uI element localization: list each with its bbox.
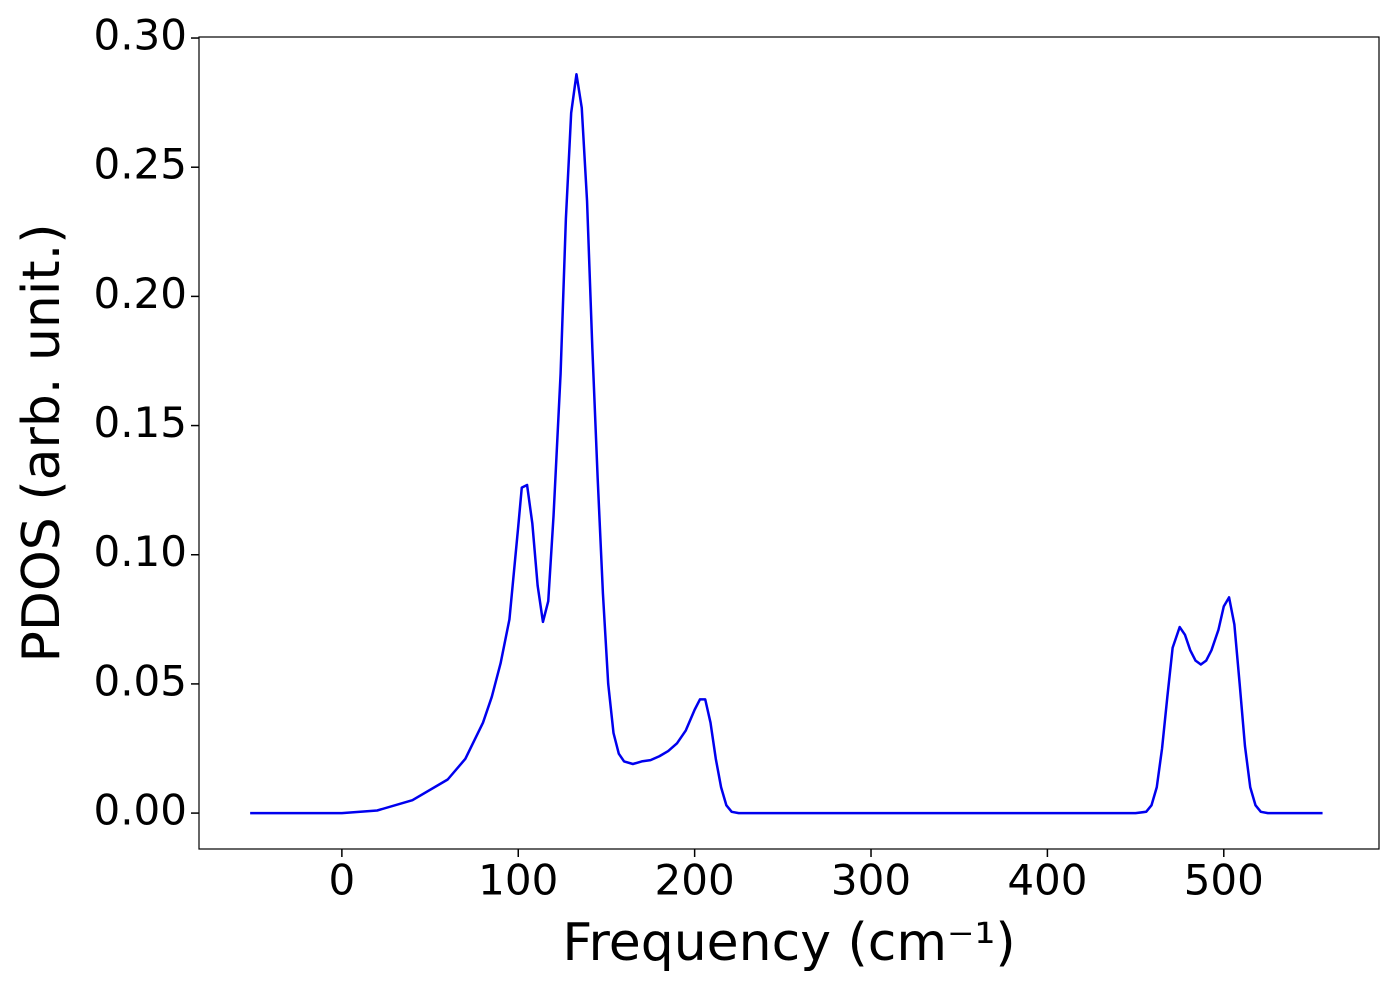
y-tick-label: 0.20 xyxy=(93,269,187,318)
y-tick-label: 0.30 xyxy=(93,11,187,60)
x-tick-label: 200 xyxy=(655,856,735,905)
y-axis-label: PDOS (arb. unit.) xyxy=(12,223,72,662)
y-tick-label: 0.15 xyxy=(93,398,187,447)
x-axis-label: Frequency (cm⁻¹) xyxy=(562,913,1015,973)
x-tick-label: 100 xyxy=(478,856,558,905)
y-tick-label: 0.05 xyxy=(93,656,187,705)
data-line xyxy=(250,72,1323,815)
y-tick-label: 0.25 xyxy=(93,140,187,189)
x-tick-label: 400 xyxy=(1007,856,1087,905)
x-tick-label: 0 xyxy=(329,856,356,905)
plot-frame xyxy=(198,36,1380,850)
x-tick-label: 500 xyxy=(1184,856,1264,905)
y-tick-label: 0.10 xyxy=(93,527,187,576)
y-tick-label: 0.00 xyxy=(93,786,187,835)
x-tick-label: 300 xyxy=(831,856,911,905)
